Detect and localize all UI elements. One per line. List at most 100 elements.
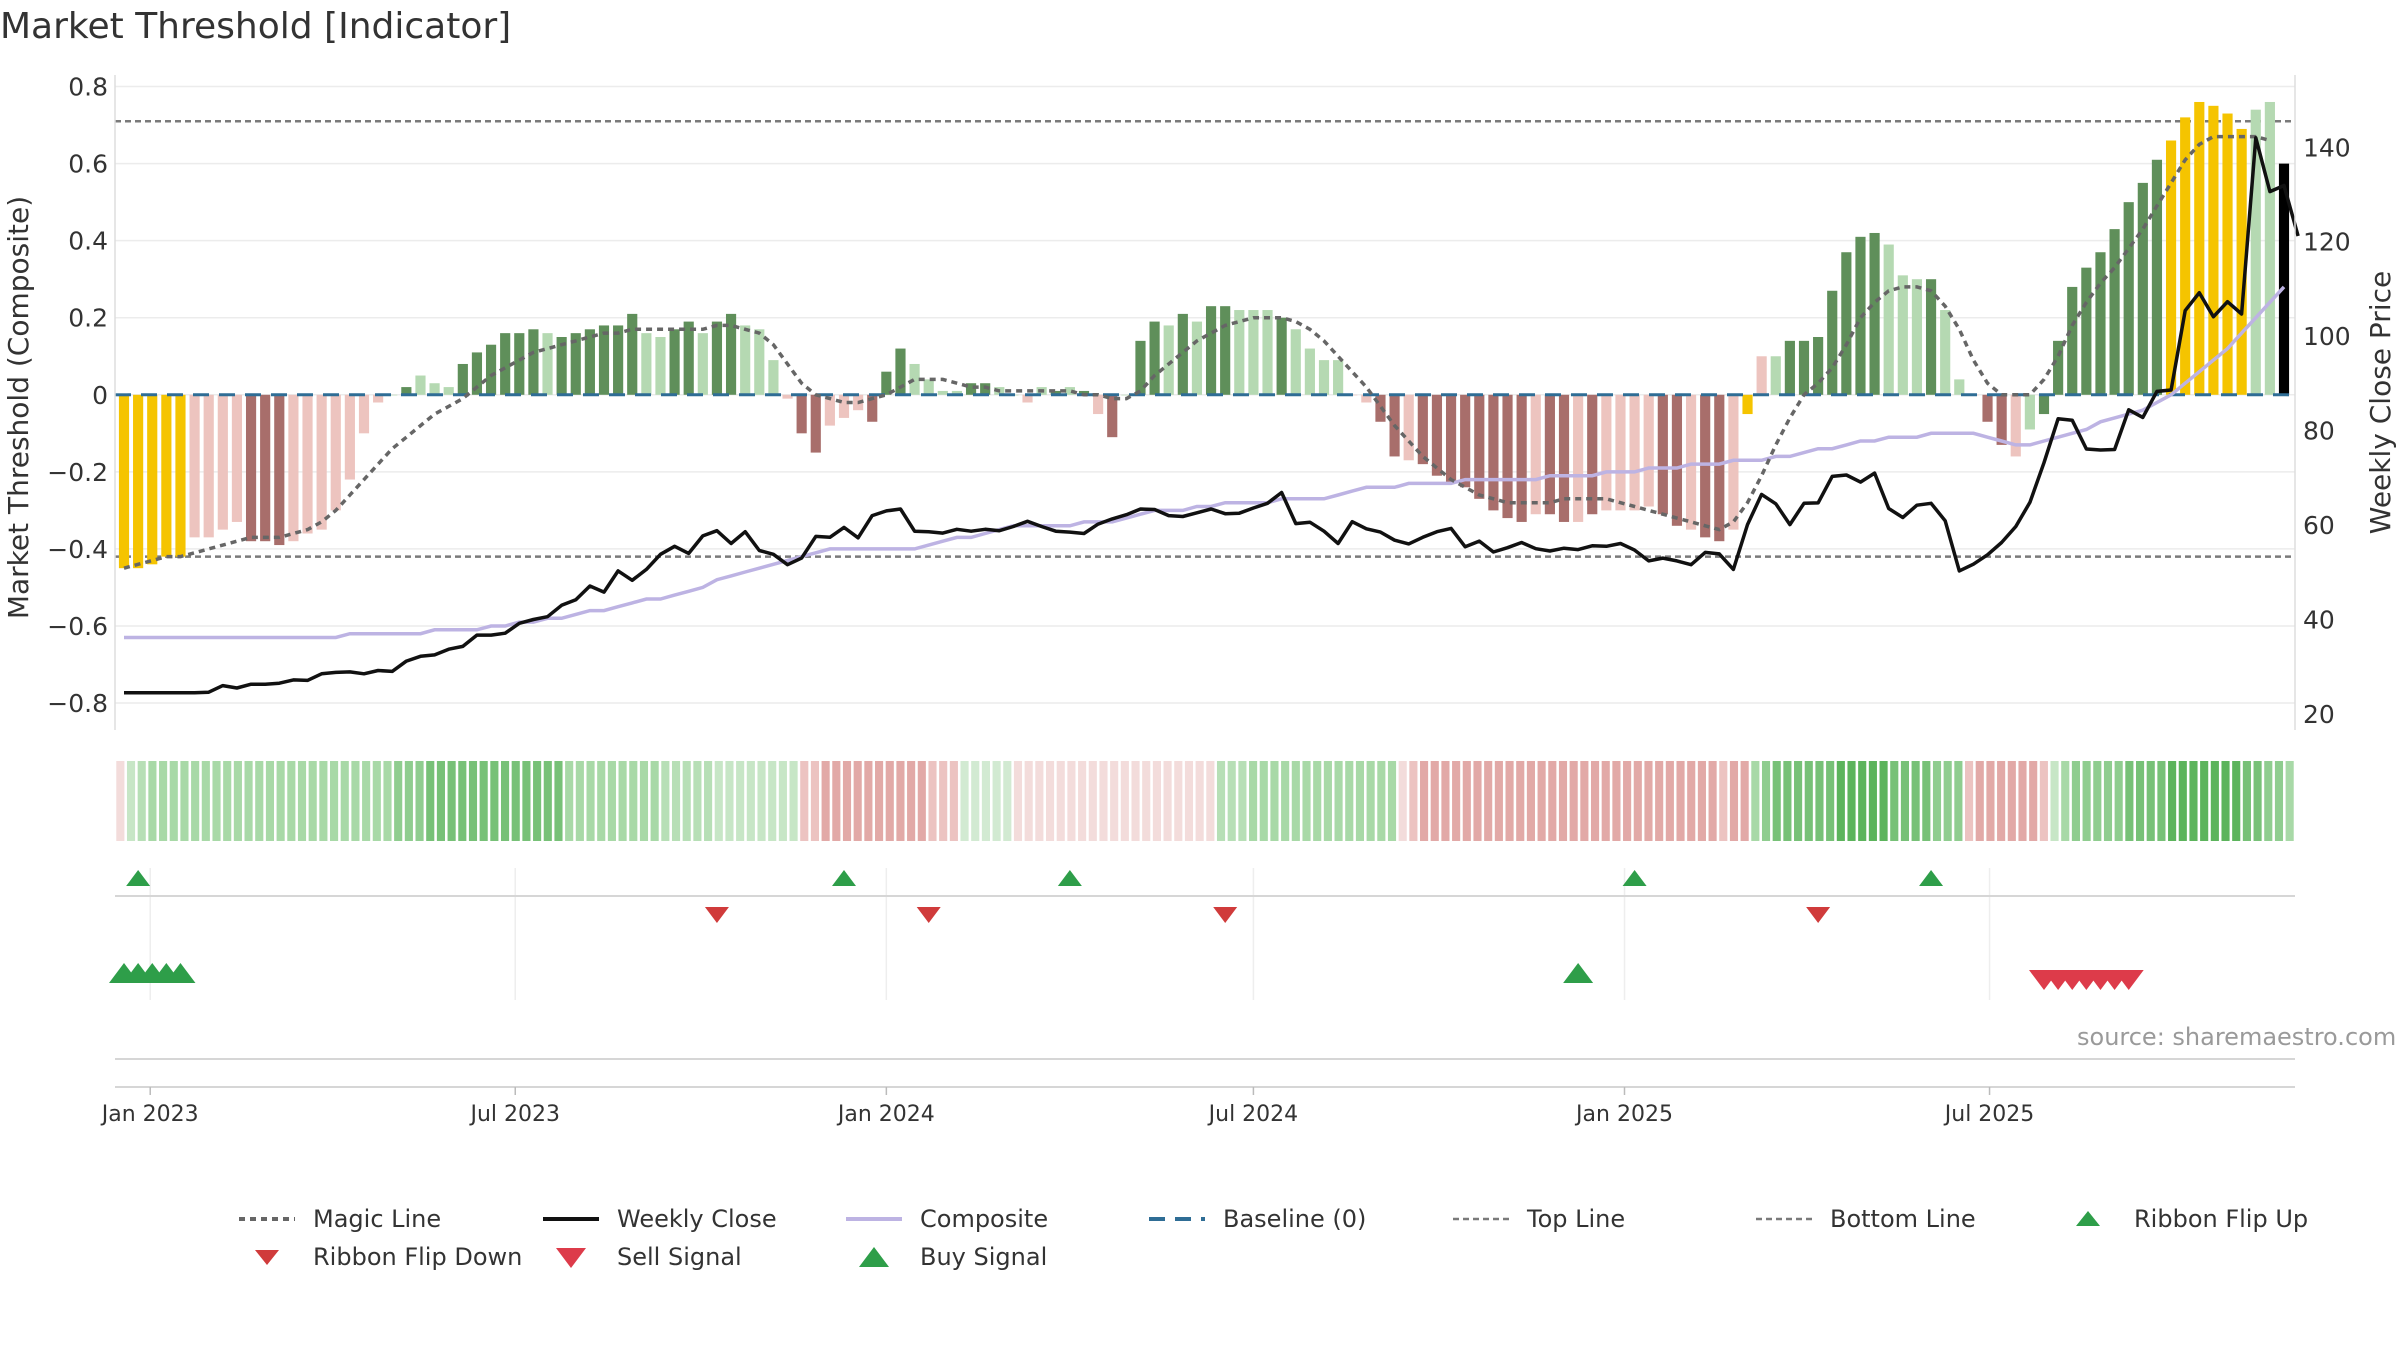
composite-bar bbox=[373, 394, 384, 403]
ribbon-segment bbox=[810, 761, 820, 841]
source-note: source: sharemaestro.com bbox=[2077, 1023, 2397, 1051]
composite-bar bbox=[274, 394, 285, 546]
composite-bar bbox=[810, 394, 821, 453]
composite-bar bbox=[1813, 337, 1824, 395]
composite-bar bbox=[175, 394, 186, 557]
composite-bar bbox=[1304, 348, 1315, 395]
composite-bar bbox=[1276, 317, 1287, 395]
legend-label: Sell Signal bbox=[617, 1243, 742, 1271]
composite-bar bbox=[1135, 340, 1146, 395]
composite-bar bbox=[2081, 267, 2092, 395]
ribbon-segment bbox=[1484, 761, 1493, 841]
ribbon-flip-down-marker bbox=[1213, 907, 1238, 923]
ribbon-segment bbox=[180, 761, 189, 841]
ribbon-segment bbox=[1430, 761, 1439, 841]
composite-bar bbox=[133, 394, 144, 569]
composite-bar bbox=[1601, 394, 1612, 511]
legend-item-baseline: Baseline (0) bbox=[1147, 1203, 1366, 1235]
axes: 0.8 0.6 0.4 0.2 0 −0.2 −0.4 −0.6 −0.8 140 120 100 80… bbox=[2, 73, 2397, 730]
composite-bar bbox=[1996, 394, 2007, 445]
legend-label: Composite bbox=[920, 1205, 1049, 1233]
ribbon-segment bbox=[340, 761, 349, 841]
ribbon-segment bbox=[565, 761, 574, 841]
ribbon-segment bbox=[1409, 761, 1418, 841]
ribbon-segment bbox=[2050, 761, 2059, 841]
ribbon-segment bbox=[1548, 761, 1557, 841]
composite-bar bbox=[1841, 252, 1852, 395]
legend-item-flipup: Ribbon Flip Up bbox=[2058, 1203, 2308, 1235]
composite-bar bbox=[1460, 394, 1471, 488]
ribbon-segment bbox=[746, 761, 755, 841]
ribbon-segment bbox=[960, 761, 969, 841]
ribbon-segment bbox=[757, 761, 766, 841]
ribbon-segment bbox=[1729, 761, 1739, 841]
ribbon-segment bbox=[1644, 761, 1653, 841]
buy-signal-marker bbox=[165, 963, 196, 983]
ribbon-segment bbox=[2210, 761, 2219, 841]
legend-item-buy: Buy Signal bbox=[844, 1241, 1047, 1273]
composite-bar bbox=[302, 394, 313, 534]
composite-bar bbox=[1488, 394, 1499, 511]
ribbon-flip-up-marker bbox=[1622, 870, 1647, 886]
composite-bar bbox=[2095, 252, 2106, 395]
ribbon-segment bbox=[436, 761, 445, 841]
ribbon-segment bbox=[1815, 761, 1824, 841]
ribbon-segment bbox=[1804, 761, 1813, 841]
ribbon-segment bbox=[1473, 761, 1482, 841]
ribbon-segment bbox=[1783, 761, 1792, 841]
ribbon-segment bbox=[1366, 761, 1375, 841]
composite-bar bbox=[2222, 113, 2233, 395]
y-axis-label: Market Threshold (Composite) bbox=[2, 196, 35, 619]
ribbon-segment bbox=[1526, 761, 1535, 841]
composite-bar bbox=[1685, 394, 1697, 530]
y2-tick-label: 100 bbox=[2303, 322, 2351, 351]
ribbon-segment bbox=[511, 761, 520, 841]
composite-bar bbox=[542, 333, 553, 395]
composite-bar bbox=[796, 394, 807, 434]
composite-bar bbox=[2208, 105, 2219, 395]
ribbon-segment bbox=[1441, 761, 1450, 841]
ribbon-segment bbox=[1580, 761, 1589, 841]
ribbon-segment bbox=[276, 761, 285, 841]
composite-bar bbox=[245, 394, 257, 542]
ribbon-segment bbox=[1056, 761, 1065, 841]
ribbon-segment bbox=[233, 761, 242, 841]
ribbon-segment bbox=[1537, 761, 1546, 841]
composite-bar bbox=[1050, 390, 1061, 395]
ribbon-segment bbox=[971, 761, 980, 841]
composite-bar bbox=[627, 313, 638, 395]
ribbon-segment bbox=[1932, 761, 1942, 841]
ribbon-segment bbox=[1633, 761, 1642, 841]
ribbon-segment bbox=[1152, 761, 1161, 841]
ribbon-segment bbox=[468, 761, 478, 841]
ribbon-segment bbox=[1313, 761, 1322, 841]
ribbon-segment bbox=[907, 761, 916, 841]
legend-swatch-baseline bbox=[1149, 1217, 1205, 1221]
ribbon-segment bbox=[629, 761, 638, 841]
ribbon-segment bbox=[1911, 761, 1920, 841]
ribbon-segment bbox=[330, 761, 339, 841]
composite-bar bbox=[1742, 394, 1753, 415]
ribbon-segment bbox=[2007, 761, 2016, 841]
ribbon-segment bbox=[1227, 761, 1236, 841]
ribbon-segment bbox=[2274, 761, 2284, 841]
ribbon-segment bbox=[1826, 761, 1835, 841]
composite-bar bbox=[1700, 394, 1711, 538]
composite-bar bbox=[2024, 394, 2035, 430]
ribbon-segment bbox=[639, 761, 649, 841]
ribbon-segment bbox=[1238, 761, 1247, 841]
legend-label: Weekly Close bbox=[617, 1205, 777, 1233]
composite-bar bbox=[1770, 356, 1781, 395]
legend-swatch-top bbox=[1453, 1217, 1509, 1221]
signal-panel bbox=[109, 963, 2295, 1088]
ribbon-segment bbox=[928, 761, 937, 841]
ribbon-segment bbox=[351, 761, 360, 841]
composite-bar bbox=[1417, 394, 1428, 465]
ribbon-segment bbox=[917, 761, 926, 841]
composite-bar bbox=[1205, 306, 1217, 395]
composite-bar bbox=[1361, 394, 1372, 403]
ribbon-segment bbox=[1195, 761, 1204, 841]
ribbon-segment bbox=[1708, 761, 1717, 841]
ribbon-segment bbox=[1281, 761, 1290, 841]
composite-bar bbox=[1869, 232, 1880, 395]
